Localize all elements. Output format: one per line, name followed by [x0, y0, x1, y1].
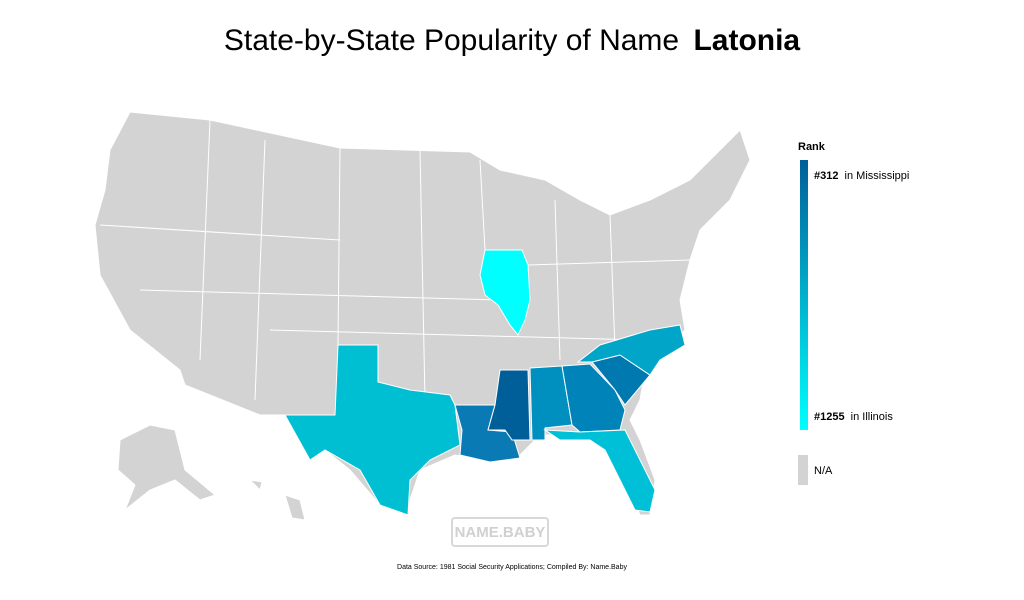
legend-bottom-rank: #1255	[814, 411, 845, 423]
watermark: NAME.BABY	[451, 517, 549, 547]
texas	[284, 344, 461, 516]
legend-bottom: #1255 in Illinois	[814, 411, 893, 423]
mississippi	[487, 369, 531, 441]
legend-top: #312 in Mississippi	[814, 170, 909, 182]
legend-bottom-place: in Illinois	[851, 411, 894, 423]
georgia	[561, 363, 626, 433]
illinois	[479, 249, 531, 336]
state-borders	[99, 119, 691, 401]
florida	[543, 429, 656, 513]
us-map	[94, 111, 751, 521]
legend-top-place: in Mississippi	[845, 170, 910, 182]
title-prefix: State-by-State Popularity of Name	[224, 24, 679, 57]
legend-title: Rank	[798, 141, 826, 153]
title: State-by-State Popularity of Name Latoni…	[224, 24, 801, 57]
legend-top-rank: #312	[814, 170, 838, 182]
legend: Rank #312 in Mississippi #1255 in Illino…	[798, 141, 909, 485]
title-name: Latonia	[693, 24, 800, 57]
north-carolina	[576, 324, 686, 376]
legend-na-swatch	[798, 455, 808, 485]
legend-na: N/A	[814, 465, 833, 477]
hawaii	[248, 479, 306, 521]
watermark-box	[451, 517, 549, 547]
alaska	[117, 424, 217, 512]
source-note: Data Source: 1981 Social Security Applic…	[397, 564, 627, 571]
legend-gradient	[800, 160, 808, 430]
watermark-text: NAME.BABY	[455, 524, 546, 541]
